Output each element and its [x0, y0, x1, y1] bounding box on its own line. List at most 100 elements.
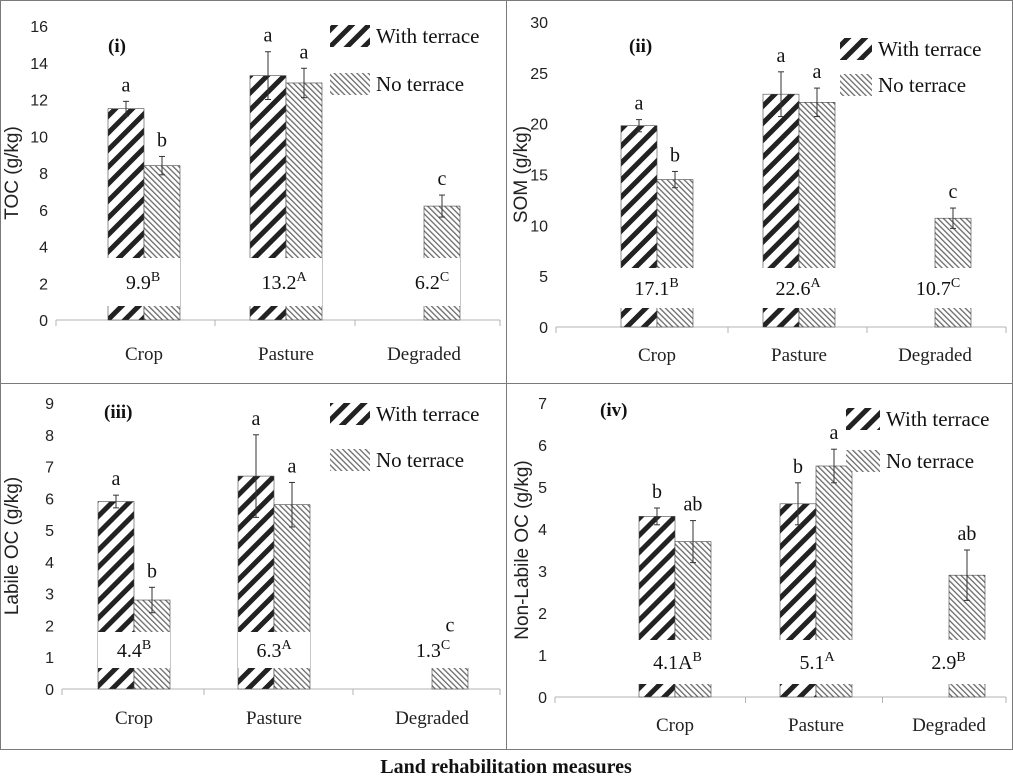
error-bar	[301, 67, 307, 99]
mean-label-pasture: 13.2A	[261, 270, 307, 294]
mean-label-box	[98, 632, 170, 668]
legend-swatch-with-terrace	[330, 25, 370, 47]
error-bar	[672, 170, 678, 189]
error-bar	[113, 494, 119, 509]
mean-label-box	[900, 268, 976, 308]
significance-letter: a	[288, 455, 297, 477]
legend-label-with-terrace: With terrace	[878, 37, 982, 61]
mean-label-degraded: 6.2C	[415, 270, 449, 294]
mean-label-box	[760, 268, 836, 308]
mean-label-box	[902, 640, 995, 684]
legend-swatch-with-terrace	[846, 408, 880, 430]
y-tick-label: 16	[30, 19, 48, 36]
category-label-crop: Crop	[656, 715, 694, 736]
legend: With terrace No terrace	[846, 407, 990, 473]
category-label-pasture: Pasture	[788, 715, 844, 736]
error-bar	[439, 194, 445, 218]
error-bar	[814, 87, 820, 118]
y-tick-label: 8	[45, 428, 54, 445]
legend-swatch-no-terrace	[846, 450, 880, 472]
significance-letter: a	[252, 408, 261, 430]
y-tick-label: 7	[45, 460, 54, 477]
legend-label-no-terrace: No terrace	[886, 449, 974, 473]
error-bar	[159, 155, 165, 176]
y-tick-label: 3	[45, 587, 54, 604]
y-tick-label: 15	[530, 168, 548, 185]
category-label-crop: Crop	[125, 344, 163, 365]
y-tick-label: 6	[39, 203, 48, 220]
significance-letter: b	[147, 560, 157, 582]
significance-letter: a	[777, 45, 786, 67]
y-tick-label: 0	[39, 313, 48, 330]
legend: With terrace No terrace	[840, 37, 982, 97]
category-label-degraded: Degraded	[898, 345, 972, 366]
category-label-crop: Crop	[115, 708, 153, 729]
y-tick-label: 0	[45, 682, 54, 699]
y-tick-label: 8	[39, 166, 48, 183]
y-tick-label: 0	[538, 690, 547, 707]
mean-label-degraded: 1.3C	[416, 638, 450, 662]
mean-label-pasture: 22.6A	[775, 276, 821, 300]
y-tick-label: 3	[538, 564, 547, 581]
legend-label-no-terrace: No terrace	[376, 448, 464, 472]
y-tick-label: 25	[530, 66, 548, 83]
error-bar	[265, 51, 271, 100]
significance-letter: a	[300, 41, 309, 63]
chart-panel-1: 0 2 4 6 8 10 12 14 16 TOC (g/kg) Crop Pasture Degrad…	[2, 19, 501, 365]
significance-letter: c	[949, 181, 958, 203]
significance-letter: ab	[958, 523, 977, 545]
y-tick-label: 10	[30, 129, 48, 146]
chart-panel-4: 0 1 2 3 4 5 6 7 Non-Labile OC (g/kg) Crop Pasture D…	[512, 396, 1007, 736]
significance-letter: b	[670, 144, 680, 166]
panel-label: (ii)	[629, 36, 652, 57]
legend-label-no-terrace: No terrace	[376, 72, 464, 96]
y-tick-label: 4	[45, 555, 54, 572]
panel-label: (iii)	[104, 402, 133, 423]
y-tick-label: 2	[45, 618, 54, 635]
panel-label: (i)	[108, 36, 126, 57]
significance-letter: a	[122, 74, 131, 96]
significance-letter: b	[793, 456, 803, 478]
chart-panel-2: 0 5 10 15 20 25 30 SOM (g/kg) Crop Pasture Degrade…	[511, 15, 1007, 366]
legend-swatch-with-terrace	[330, 403, 370, 425]
significance-letter: c	[438, 168, 447, 190]
significance-letter: b	[652, 481, 662, 503]
significance-letter: b	[157, 129, 167, 151]
mean-label-pasture: 5.1A	[799, 650, 835, 674]
error-bar	[636, 119, 642, 133]
y-tick-label: 20	[530, 117, 548, 134]
y-tick-label: 5	[538, 480, 547, 497]
y-tick-label: 7	[538, 396, 547, 413]
error-bar	[778, 71, 784, 118]
mean-label-crop: 4.1AB	[653, 650, 702, 674]
legend-swatch-no-terrace	[840, 74, 872, 96]
y-tick-label: 0	[539, 320, 548, 337]
mean-label-box	[396, 632, 470, 668]
significance-letter: a	[813, 61, 822, 83]
y-tick-label: 4	[538, 522, 547, 539]
y-tick-label: 1	[538, 648, 547, 665]
y-tick-label: 5	[539, 269, 548, 286]
significance-letter: c	[446, 614, 455, 636]
legend-label-no-terrace: No terrace	[878, 73, 966, 97]
significance-letter: a	[264, 25, 273, 47]
y-tick-label: 1	[45, 650, 54, 667]
x-axis-title: Land rehabilitation measures	[380, 756, 632, 778]
category-label-pasture: Pasture	[771, 345, 827, 366]
category-label-degraded: Degraded	[387, 344, 461, 365]
legend-label-with-terrace: With terrace	[886, 407, 990, 431]
panel-border-iv	[506, 383, 1013, 750]
mean-label-box	[106, 258, 180, 306]
y-axis-title: Non-Labile OC (g/kg)	[512, 460, 533, 640]
y-tick-label: 12	[30, 93, 48, 110]
error-bar	[289, 481, 295, 528]
mean-label-box	[246, 258, 322, 306]
category-label-degraded: Degraded	[912, 715, 986, 736]
error-bar	[831, 448, 837, 484]
category-label-crop: Crop	[638, 345, 676, 366]
mean-label-box	[620, 640, 735, 684]
mean-label-pasture: 6.3A	[256, 638, 292, 662]
y-tick-label: 6	[538, 438, 547, 455]
y-tick-label: 6	[45, 491, 54, 508]
